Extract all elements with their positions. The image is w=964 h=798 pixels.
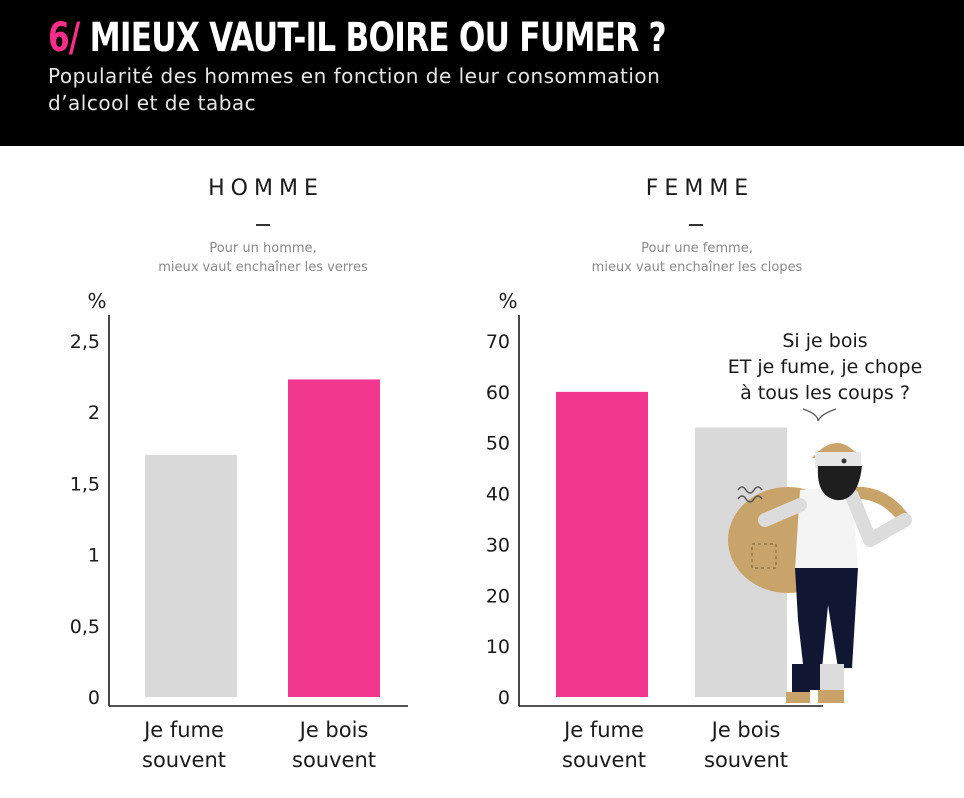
panel-separator-femme <box>689 224 703 226</box>
chapter-number: 6/ <box>48 15 80 61</box>
sack-patch <box>751 543 777 569</box>
trousers-shape <box>795 568 858 690</box>
y-tick-femme-4: 40 <box>486 484 510 506</box>
head-shape <box>815 452 861 468</box>
arm-back-shape <box>758 498 807 527</box>
y-tick-femme-7: 70 <box>486 331 510 353</box>
panel-title-homme: HOMME <box>208 176 324 201</box>
panel-note-homme: Pour un homme, mieux vaut enchaîner les … <box>103 239 423 277</box>
odor-lines <box>737 486 763 503</box>
leg-left-lower <box>792 664 810 694</box>
panel-note-femme-line2: mieux vaut enchaîner les clopes <box>591 260 803 275</box>
thief-illustration <box>728 443 912 703</box>
y-tick-femme-2: 20 <box>486 585 510 607</box>
y-tick-femme-3: 30 <box>486 534 510 556</box>
bar-homme-1 <box>145 454 237 697</box>
x-label-homme-2: Je bois souvent <box>292 718 376 772</box>
panel-note-femme: Pour une femme, mieux vaut enchaîner les… <box>537 239 857 277</box>
y-tick-homme-2: 1 <box>88 545 100 567</box>
bar-femme-1 <box>556 391 648 697</box>
panel-title-femme: FEMME <box>645 176 755 201</box>
speech-bubble-line-3: à tous les coups ? <box>740 382 910 404</box>
shoe-right <box>818 690 844 703</box>
arm-shape <box>845 489 912 547</box>
header-banner: 6/ MIEUX VAUT-IL BOIRE OU FUMER ? Popula… <box>0 0 964 146</box>
speech-bubble: Si je bois ET je fume, je chope à tous les… <box>728 330 923 422</box>
panel-note-homme-line1: Pour un homme, <box>209 241 317 256</box>
speech-bubble-tail <box>802 408 837 422</box>
panel-separator-homme <box>256 224 270 226</box>
x-label-homme-1: Je fume souvent <box>142 718 226 772</box>
x-label-femme-1: Je fume souvent <box>562 718 646 772</box>
y-tick-homme-5: 2,5 <box>70 331 100 353</box>
y-tick-femme-0: 0 <box>498 687 510 709</box>
beard-shape <box>817 466 862 501</box>
page-title: 6/ MIEUX VAUT-IL BOIRE OU FUMER ? <box>48 12 667 64</box>
y-unit-homme: % <box>87 289 106 313</box>
speech-bubble-line-2: ET je fume, je chope <box>728 356 923 378</box>
y-tick-homme-4: 2 <box>88 402 100 424</box>
panel-note-homme-line2: mieux vaut enchaîner les verres <box>158 260 368 275</box>
sock-right <box>820 664 844 694</box>
panel-note-femme-line1: Pour une femme, <box>641 241 753 256</box>
page-subtitle: Popularité des hommes en fonction de leu… <box>48 64 661 115</box>
bar-homme-2 <box>288 379 380 697</box>
y-tick-homme-1: 0,5 <box>70 616 100 638</box>
chart-homme: % 0 0,5 1 1,5 2 2,5 Je fume souvent Je bois souven… <box>70 289 408 772</box>
x-label-femme-2: Je bois souvent <box>704 718 788 772</box>
eye-shape <box>841 458 847 464</box>
y-tick-homme-3: 1,5 <box>70 473 100 495</box>
shirt-shape <box>795 486 858 570</box>
speech-bubble-line-1: Si je bois <box>782 330 867 352</box>
y-unit-femme: % <box>498 289 517 313</box>
y-tick-femme-5: 50 <box>486 433 510 455</box>
shoe-left <box>786 692 810 703</box>
y-tick-femme-1: 10 <box>486 636 510 658</box>
title-text: MIEUX VAUT-IL BOIRE OU FUMER ? <box>89 15 667 61</box>
y-tick-femme-6: 60 <box>486 382 510 404</box>
y-tick-homme-0: 0 <box>88 687 100 709</box>
